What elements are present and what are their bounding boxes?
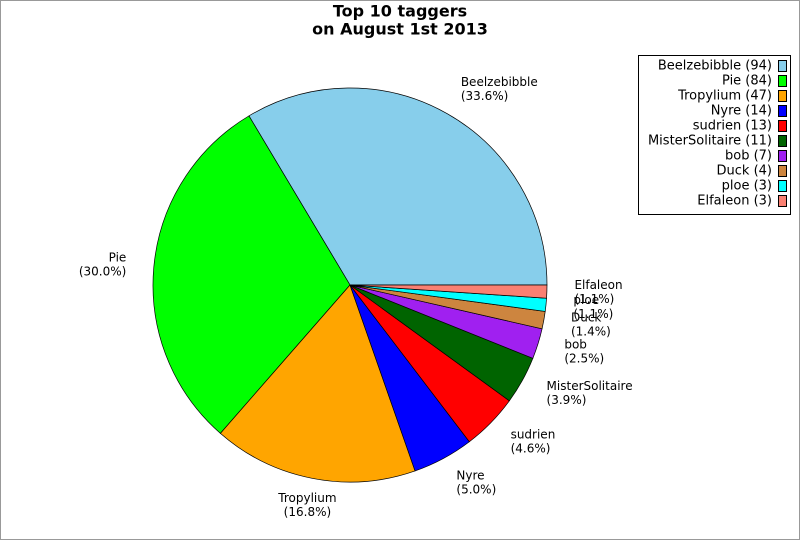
- legend-label: Nyre (14): [711, 104, 772, 119]
- slice-percent: (5.0%): [456, 482, 496, 496]
- slice-percent: (1.1%): [574, 292, 614, 306]
- slice-percent: (2.5%): [564, 351, 604, 365]
- legend-label: Pie (84): [722, 74, 772, 89]
- legend-label: Elfaleon (3): [697, 194, 772, 209]
- legend-label: Tropylium (47): [677, 89, 772, 104]
- slice-percent: (30.0%): [79, 264, 126, 278]
- slice-label: Pie: [109, 250, 127, 264]
- legend-swatch: [778, 150, 787, 162]
- chart-title: Top 10 taggers: [333, 2, 467, 21]
- slice-percent: (1.1%): [573, 307, 613, 321]
- legend-swatch: [778, 135, 787, 147]
- legend-swatch: [778, 165, 787, 177]
- legend-label: ploe (3): [722, 179, 772, 194]
- legend-label: Beelzebibble (94): [658, 59, 772, 74]
- slice-label: Nyre: [456, 468, 484, 482]
- pie-slice: [152, 115, 351, 434]
- legend-swatch: [778, 75, 787, 87]
- legend-box: [638, 55, 791, 215]
- chart-title: on August 1st 2013: [312, 20, 488, 39]
- slice-percent: (4.6%): [511, 442, 551, 456]
- legend-swatch: [778, 105, 787, 117]
- slice-label: Beelzebibble: [461, 75, 538, 89]
- slice-percent: (1.4%): [571, 325, 611, 339]
- legend-label: sudrien (13): [693, 119, 772, 134]
- legend-label: Duck (4): [717, 164, 772, 179]
- slice-percent: (3.9%): [547, 393, 587, 407]
- slice-label: sudrien: [511, 428, 556, 442]
- pie-slice: [248, 87, 548, 286]
- slice-percent: (16.8%): [284, 505, 331, 519]
- legend-swatch: [778, 120, 787, 132]
- legend-swatch: [778, 60, 787, 72]
- slice-label: Elfaleon: [574, 278, 622, 292]
- legend-swatch: [778, 195, 787, 207]
- legend-swatch: [778, 180, 787, 192]
- slice-label: MisterSolitaire: [547, 379, 633, 393]
- legend-label: bob (7): [725, 149, 772, 164]
- slice-label: ploe: [573, 293, 599, 307]
- slice-label: Tropylium: [277, 491, 336, 505]
- slice-label: bob: [564, 337, 587, 351]
- pie-slice: [219, 284, 416, 483]
- pie-slice: [349, 284, 548, 299]
- legend-label: MisterSolitaire (11): [648, 134, 772, 149]
- slice-percent: (33.6%): [461, 89, 508, 103]
- legend-swatch: [778, 90, 787, 102]
- slice-label: Duck: [571, 311, 601, 325]
